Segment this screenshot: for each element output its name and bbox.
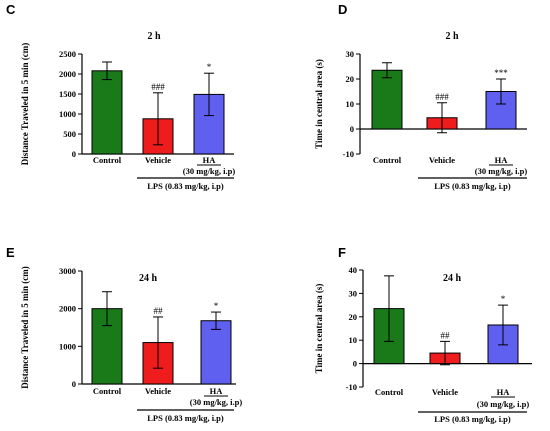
significance-marker: ## xyxy=(154,306,164,316)
significance-marker: * xyxy=(501,294,506,304)
significance-marker: * xyxy=(207,62,212,72)
significance-marker: * xyxy=(214,301,219,311)
y-tick-label: 30 xyxy=(349,288,358,298)
category-label: HA xyxy=(495,155,509,165)
category-label: Vehicle xyxy=(145,155,171,165)
category-label: Vehicle xyxy=(429,155,455,165)
panel-letter: F xyxy=(338,245,346,260)
y-tick-label: 20 xyxy=(346,74,355,84)
y-tick-label: 30 xyxy=(346,49,355,59)
category-label: Control xyxy=(375,387,404,397)
bar-ha xyxy=(200,320,232,385)
category-label: Control xyxy=(93,155,122,165)
panel-title: 24 h xyxy=(139,273,158,284)
category-label: HA xyxy=(210,386,224,396)
category-label: Vehicle xyxy=(145,386,171,396)
category-label: Control xyxy=(93,386,122,396)
significance-marker: *** xyxy=(494,68,508,78)
y-tick-label: 2000 xyxy=(59,69,76,79)
y-tick-label: 0 xyxy=(72,379,76,389)
panel-letter: E xyxy=(6,245,15,260)
category-sublabel: (30 mg/kg, i.p) xyxy=(190,397,243,407)
significance-marker: ### xyxy=(151,82,165,92)
group-label: LPS (0.83 mg/kg, i.p) xyxy=(434,414,511,424)
y-tick-label: 1000 xyxy=(59,109,76,119)
panel-title: 2 h xyxy=(445,31,459,42)
chart-panel-e: E 24 h 0 1000 2000 3000 Distance Traveled in 5… xyxy=(6,245,242,423)
y-tick-label: 10 xyxy=(349,335,358,345)
y-tick-label: 0 xyxy=(72,149,76,159)
y-tick-label: 2500 xyxy=(59,49,76,59)
category-label: Vehicle xyxy=(432,387,458,397)
category-label: HA xyxy=(497,387,511,397)
y-tick-label: 2000 xyxy=(59,304,76,314)
y-tick-label: 500 xyxy=(63,129,76,139)
y-tick-label: 3000 xyxy=(59,266,76,276)
y-axis-label: Distance Traveled in 5 min (cm) xyxy=(20,266,30,388)
panel-letter: D xyxy=(338,2,347,17)
category-sublabel: (30 mg/kg, i.p) xyxy=(477,399,530,409)
y-tick-label: 20 xyxy=(349,312,358,322)
y-tick-label: -10 xyxy=(343,149,354,159)
group-label: LPS (0.83 mg/kg, i.p) xyxy=(147,181,224,191)
y-tick-label: 40 xyxy=(349,265,358,275)
y-axis-label: Time in central area (s) xyxy=(314,284,324,374)
chart-panel-f: F 24 h -10 0 10 20 30 40 Time in central area (s… xyxy=(314,245,532,424)
significance-marker: ### xyxy=(435,92,449,102)
chart-panel-d: D 2 h -10 0 10 20 30 Time in central area (s) Co… xyxy=(314,2,527,191)
y-tick-label: -10 xyxy=(346,382,357,392)
category-label: HA xyxy=(203,155,217,165)
bar-control xyxy=(91,70,123,155)
y-axis-label: Distance Traveled in 5 min (cm) xyxy=(20,43,30,165)
y-tick-label: 1000 xyxy=(59,341,76,351)
category-label: Control xyxy=(373,155,402,165)
chart-panel-c: C 2 h 0 500 1000 1500 2000 2500 Distance Travele… xyxy=(6,2,235,191)
panel-title: 2 h xyxy=(147,31,161,42)
significance-marker: ## xyxy=(441,330,451,340)
y-tick-label: 1500 xyxy=(59,89,76,99)
y-tick-label: 0 xyxy=(353,359,357,369)
panel-letter: C xyxy=(6,2,16,17)
y-axis-label: Time in central area (s) xyxy=(314,59,324,149)
category-sublabel: (30 mg/kg, i.p) xyxy=(183,166,236,176)
bar-control xyxy=(371,69,403,130)
group-label: LPS (0.83 mg/kg, i.p) xyxy=(434,181,511,191)
panel-title: 24 h xyxy=(443,273,462,284)
group-label: LPS (0.83 mg/kg, i.p) xyxy=(147,413,224,423)
y-tick-label: 0 xyxy=(350,124,354,134)
y-tick-label: 10 xyxy=(346,99,355,109)
category-sublabel: (30 mg/kg, i.p) xyxy=(475,166,528,176)
